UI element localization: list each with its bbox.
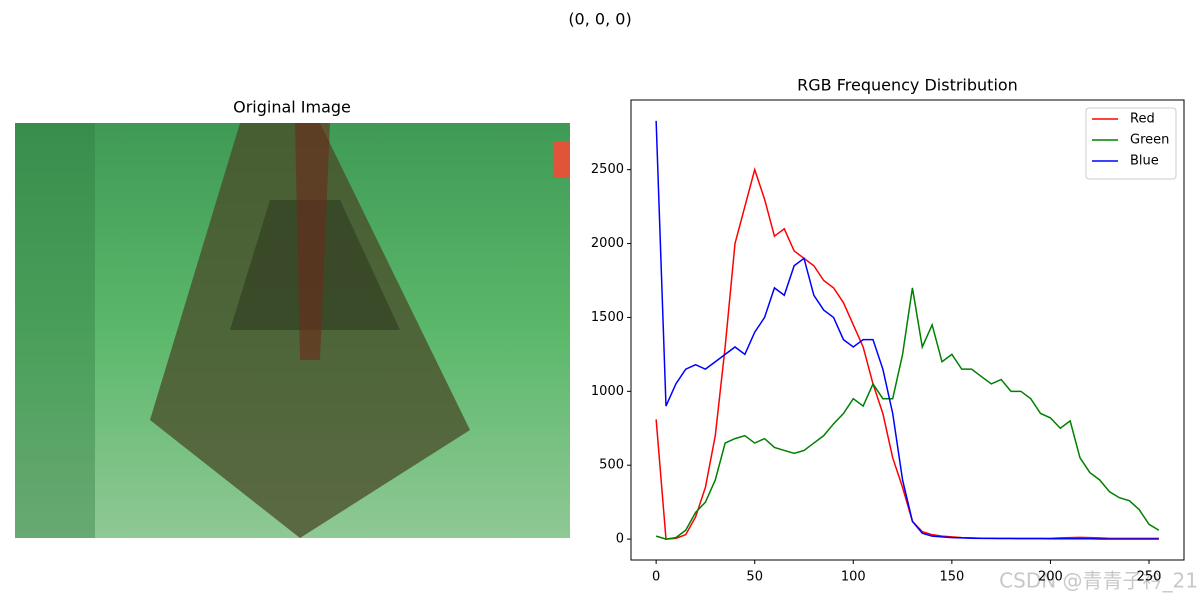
suptitle: (0, 0, 0) (568, 10, 631, 29)
y-tick-label: 2500 (591, 162, 624, 177)
y-tick-label: 500 (599, 458, 624, 473)
x-tick-label: 250 (1137, 570, 1162, 585)
y-tick-label: 1000 (591, 384, 624, 399)
legend-label: Red (1130, 112, 1155, 127)
x-tick-label: 100 (841, 570, 866, 585)
x-tick-label: 150 (939, 570, 964, 585)
legend-label: Green (1130, 133, 1169, 148)
series-line (655, 167, 1159, 540)
series-line (655, 120, 1159, 540)
legend-label: Blue (1130, 154, 1159, 169)
x-tick-label: 50 (746, 570, 763, 585)
y-tick-label: 0 (616, 532, 624, 547)
watermark: CSDN @青青子衿_21 (999, 569, 1198, 593)
original-image (15, 123, 570, 538)
series-line (655, 287, 1160, 540)
y-tick-label: 2000 (591, 236, 624, 251)
x-tick-label: 0 (652, 570, 660, 585)
y-tick-label: 1500 (591, 310, 624, 325)
image-title: Original Image (233, 98, 351, 117)
chart-title: RGB Frequency Distribution (797, 76, 1018, 95)
x-tick-label: 200 (1038, 570, 1063, 585)
plot-frame (630, 99, 1185, 561)
